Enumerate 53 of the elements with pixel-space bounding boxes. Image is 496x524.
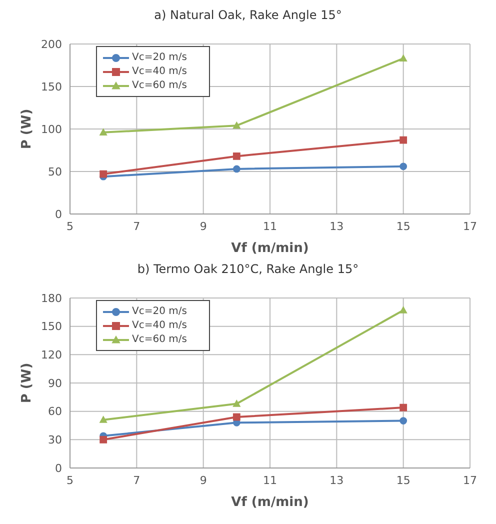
y-tick-label: 150 — [41, 320, 62, 334]
y-tick-label: 60 — [48, 405, 62, 418]
x-tick-label: 7 — [133, 220, 140, 233]
y-tick-label: 50 — [48, 165, 62, 178]
x-tick-label: 15 — [396, 474, 410, 487]
y-tick-label: 0 — [55, 208, 62, 221]
point — [100, 170, 108, 178]
x-tick-label: 17 — [463, 220, 477, 233]
x-tick-label: 17 — [463, 474, 477, 487]
legend-label: Vc=60 m/s — [132, 80, 187, 91]
legend-label: Vc=40 m/s — [132, 66, 187, 77]
y-tick-label: 100 — [41, 122, 62, 136]
x-tick-label: 15 — [396, 220, 410, 233]
point — [232, 165, 240, 173]
point — [232, 122, 240, 129]
x-axis-title: Vf (m/min) — [231, 241, 309, 256]
y-tick-label: 0 — [55, 462, 62, 475]
point — [400, 306, 408, 314]
x-tick-label: 11 — [263, 220, 277, 233]
chart-title: a) Natural Oak, Rake Angle 15° — [153, 8, 343, 24]
point — [400, 162, 408, 170]
chart-title: b) Termo Oak 210°C, Rake Angle 15° — [136, 262, 360, 278]
y-tick-label: 120 — [41, 348, 62, 362]
y-axis-title: P (W) — [20, 362, 35, 404]
point — [100, 416, 108, 423]
point — [400, 417, 408, 424]
x-tick-label: 9 — [200, 220, 207, 233]
x-tick-label: 13 — [330, 220, 344, 233]
legend-label: Vc=60 m/s — [132, 334, 187, 345]
x-tick-label: 5 — [66, 220, 74, 233]
legend-label: Vc=20 m/s — [132, 52, 187, 63]
point — [100, 128, 108, 136]
x-tick-label: 5 — [66, 474, 74, 487]
point — [400, 136, 408, 144]
point — [232, 400, 240, 407]
legend-label: Vc=20 m/s — [132, 306, 187, 317]
point — [400, 54, 408, 62]
x-tick-label: 7 — [133, 474, 140, 487]
point — [232, 413, 240, 421]
point — [232, 152, 240, 160]
point — [400, 404, 408, 412]
x-axis-title: Vf (m/min) — [231, 495, 309, 510]
y-tick-label: 150 — [41, 80, 62, 94]
y-tick-label: 30 — [48, 434, 62, 447]
y-tick-label: 200 — [41, 38, 62, 51]
legend-label: Vc=40 m/s — [132, 320, 187, 331]
y-tick-label: 90 — [48, 376, 62, 390]
point — [100, 436, 108, 444]
y-tick-label: 180 — [41, 292, 62, 305]
x-tick-label: 11 — [263, 474, 277, 487]
x-tick-label: 13 — [330, 474, 344, 487]
y-axis-title: P (W) — [20, 108, 35, 150]
x-tick-label: 9 — [200, 474, 207, 487]
